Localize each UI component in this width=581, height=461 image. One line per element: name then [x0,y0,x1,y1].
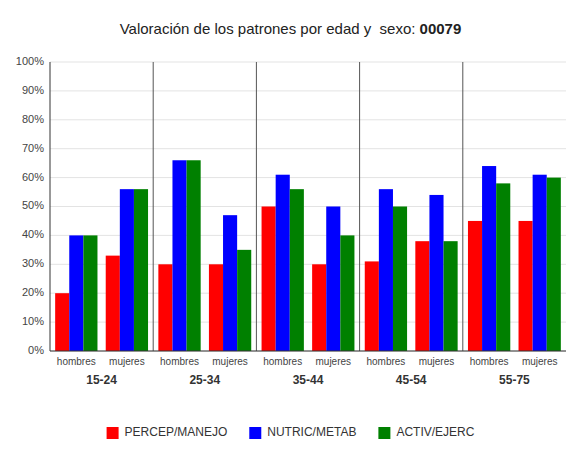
group-label: 55-75 [499,373,530,387]
bar [365,261,379,351]
y-tick-label: 100% [16,55,44,67]
bar [55,293,69,351]
bar [340,235,354,351]
y-tick-label: 70% [22,142,44,154]
group-label: 25-34 [189,373,220,387]
y-tick-label: 60% [22,171,44,183]
legend-swatch [378,427,390,439]
bar [547,178,561,351]
y-tick-label: 80% [22,113,44,125]
bars [55,160,561,351]
bar [326,207,340,352]
grid-line [50,148,566,149]
bar [429,195,443,351]
bar [482,166,496,351]
bar [83,235,97,351]
bar [533,175,547,351]
title: Valoración de los patrones por edad y se… [120,20,462,37]
bar [237,250,251,351]
bar [468,221,482,351]
y-tick-label: 20% [22,286,44,298]
legend-label: ACTIV/EJERC [396,425,474,439]
legend-label: NUTRIC/METAB [267,425,356,439]
x-tick-label: hombres [160,356,199,367]
bar [276,175,290,351]
y-tick-label: 90% [22,84,44,96]
bar [290,189,304,351]
bar [444,241,458,351]
group-divider [256,62,257,351]
bar [120,189,134,351]
grid-line [50,351,566,352]
grid-line [50,62,566,63]
bar [519,221,533,351]
bar [496,183,510,351]
bar [106,256,120,351]
bar [379,189,393,351]
title-text: Valoración de los patrones por edad y se… [120,20,420,37]
group-label: 15-24 [86,373,117,387]
x-tick-label: mujeres [109,356,145,367]
group-label: 35-44 [293,373,324,387]
y-tick-label: 30% [22,257,44,269]
legend-swatch [107,427,119,439]
grid-line [50,90,566,91]
bar [187,160,201,351]
bar [209,264,223,351]
x-tick-label: hombres [470,356,509,367]
y-tick-label: 50% [22,199,44,211]
bar [172,160,186,351]
grid-line [50,119,566,120]
x-tick-label: mujeres [419,356,455,367]
grid [50,62,566,351]
legend-label: PERCEP/MANEJO [125,425,228,439]
group-divider [153,62,154,351]
x-tick-label: hombres [263,356,302,367]
bar [312,264,326,351]
x-tick-label: hombres [57,356,96,367]
group-divider [462,62,463,351]
legend-swatch [249,427,261,439]
x-tick-label: mujeres [315,356,351,367]
x-axis [50,351,566,352]
bar [223,215,237,351]
bar [262,207,276,352]
x-tick-label: hombres [366,356,405,367]
legend: PERCEP/MANEJO NUTRIC/METAB ACTIV/EJERC [107,425,475,439]
bar [393,207,407,352]
y-axis [50,62,51,351]
bar [158,264,172,351]
bar [134,189,148,351]
x-tick-label: mujeres [212,356,248,367]
y-tick-label: 10% [22,315,44,327]
title-bold: 00079 [420,20,462,37]
group-divider [359,62,360,351]
bar [69,235,83,351]
x-tick-label: mujeres [522,356,558,367]
group-label: 45-54 [396,373,427,387]
chart: Valoración de los patrones por edad y se… [0,0,581,461]
y-tick-label: 40% [22,228,44,240]
y-tick-label: 0% [28,344,44,356]
bar [415,241,429,351]
